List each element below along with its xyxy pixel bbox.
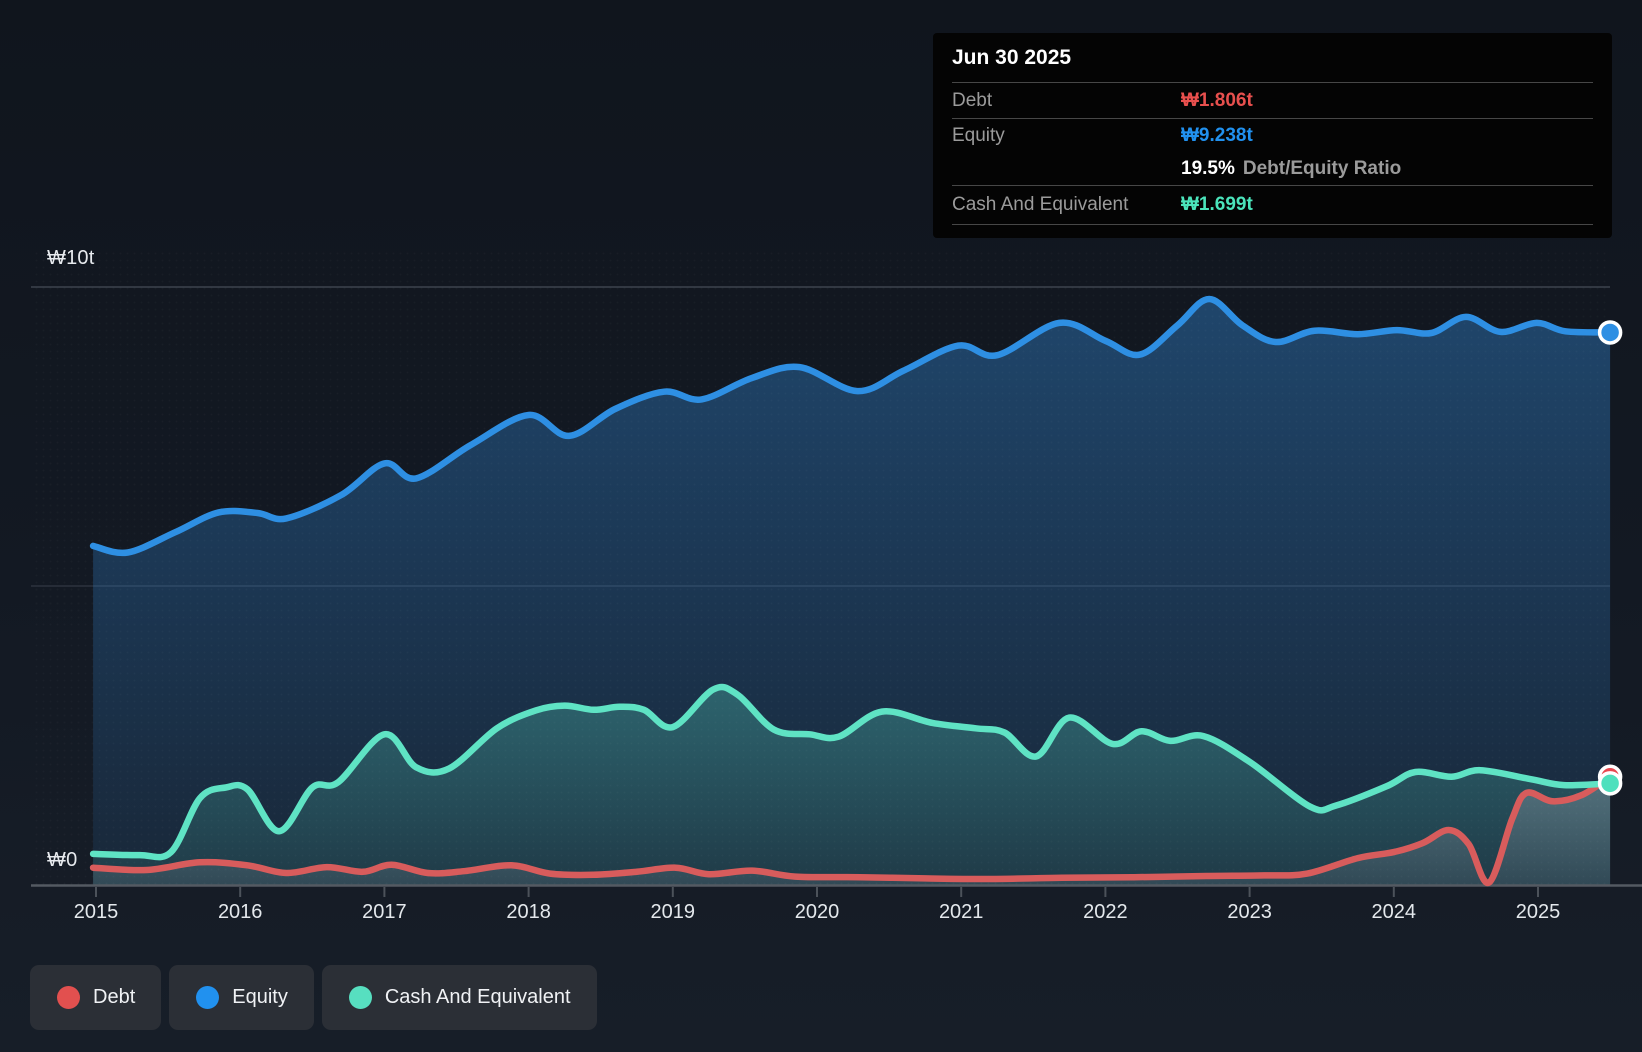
tooltip-row-debt: Debt ₩1.806t <box>952 82 1593 118</box>
debt-equity-ratio-label: Debt/Equity Ratio <box>1242 157 1402 179</box>
legend-item-cash[interactable]: Cash And Equivalent <box>321 965 597 1030</box>
tooltip-cash-label: Cash And Equivalent <box>952 194 1129 215</box>
legend-cash-label: Cash And Equivalent <box>384 986 571 1008</box>
legend: Debt Equity Cash And Equivalent <box>30 965 597 1030</box>
x-axis-label-2016: 2016 <box>217 901 263 923</box>
y-axis-label-10t: ₩10t <box>47 247 95 269</box>
x-axis-label-2025: 2025 <box>1515 901 1561 923</box>
tooltip-equity-label: Equity <box>952 124 1005 146</box>
equity-dot-icon <box>196 986 220 1009</box>
x-axis-label-2015: 2015 <box>73 901 119 923</box>
debt-equity-ratio-value: 19.5% <box>1181 157 1235 179</box>
x-axis-label-2019: 2019 <box>650 901 696 923</box>
x-axis-label-2020: 2020 <box>794 901 840 923</box>
x-axis-label-2022: 2022 <box>1083 901 1128 923</box>
x-axis-label-2021: 2021 <box>938 901 984 923</box>
tooltip-row-cash: Cash And Equivalent ₩1.699t <box>952 185 1593 225</box>
legend-equity-label: Equity <box>232 986 288 1008</box>
debt-dot-icon <box>57 986 80 1009</box>
legend-item-equity[interactable]: Equity <box>169 965 314 1030</box>
x-axis-label-2024: 2024 <box>1371 901 1417 923</box>
tooltip-debt-label: Debt <box>952 89 993 111</box>
x-axis-label-2023: 2023 <box>1227 901 1272 923</box>
tooltip-cash-value: ₩1.699t <box>1181 194 1253 215</box>
legend-debt-label: Debt <box>93 986 136 1008</box>
y-axis-label-0: ₩0 <box>47 849 78 871</box>
tooltip-debt-value: ₩1.806t <box>1181 89 1253 111</box>
legend-item-debt[interactable]: Debt <box>30 965 162 1030</box>
x-axis-label-2018: 2018 <box>506 901 551 923</box>
cash-dot-icon <box>348 986 372 1009</box>
tooltip-equity-value: ₩9.238t <box>1181 124 1253 146</box>
tooltip-row-equity: Equity ₩9.238t <box>952 118 1593 152</box>
tooltip-row-ratio: 19.5% Debt/Equity Ratio <box>952 152 1593 185</box>
x-axis-label-2017: 2017 <box>362 901 407 923</box>
tooltip-date: Jun 30 2025 <box>952 45 1072 69</box>
date-tooltip: Jun 30 2025 Debt ₩1.806t Equity ₩9.238t … <box>933 33 1612 238</box>
